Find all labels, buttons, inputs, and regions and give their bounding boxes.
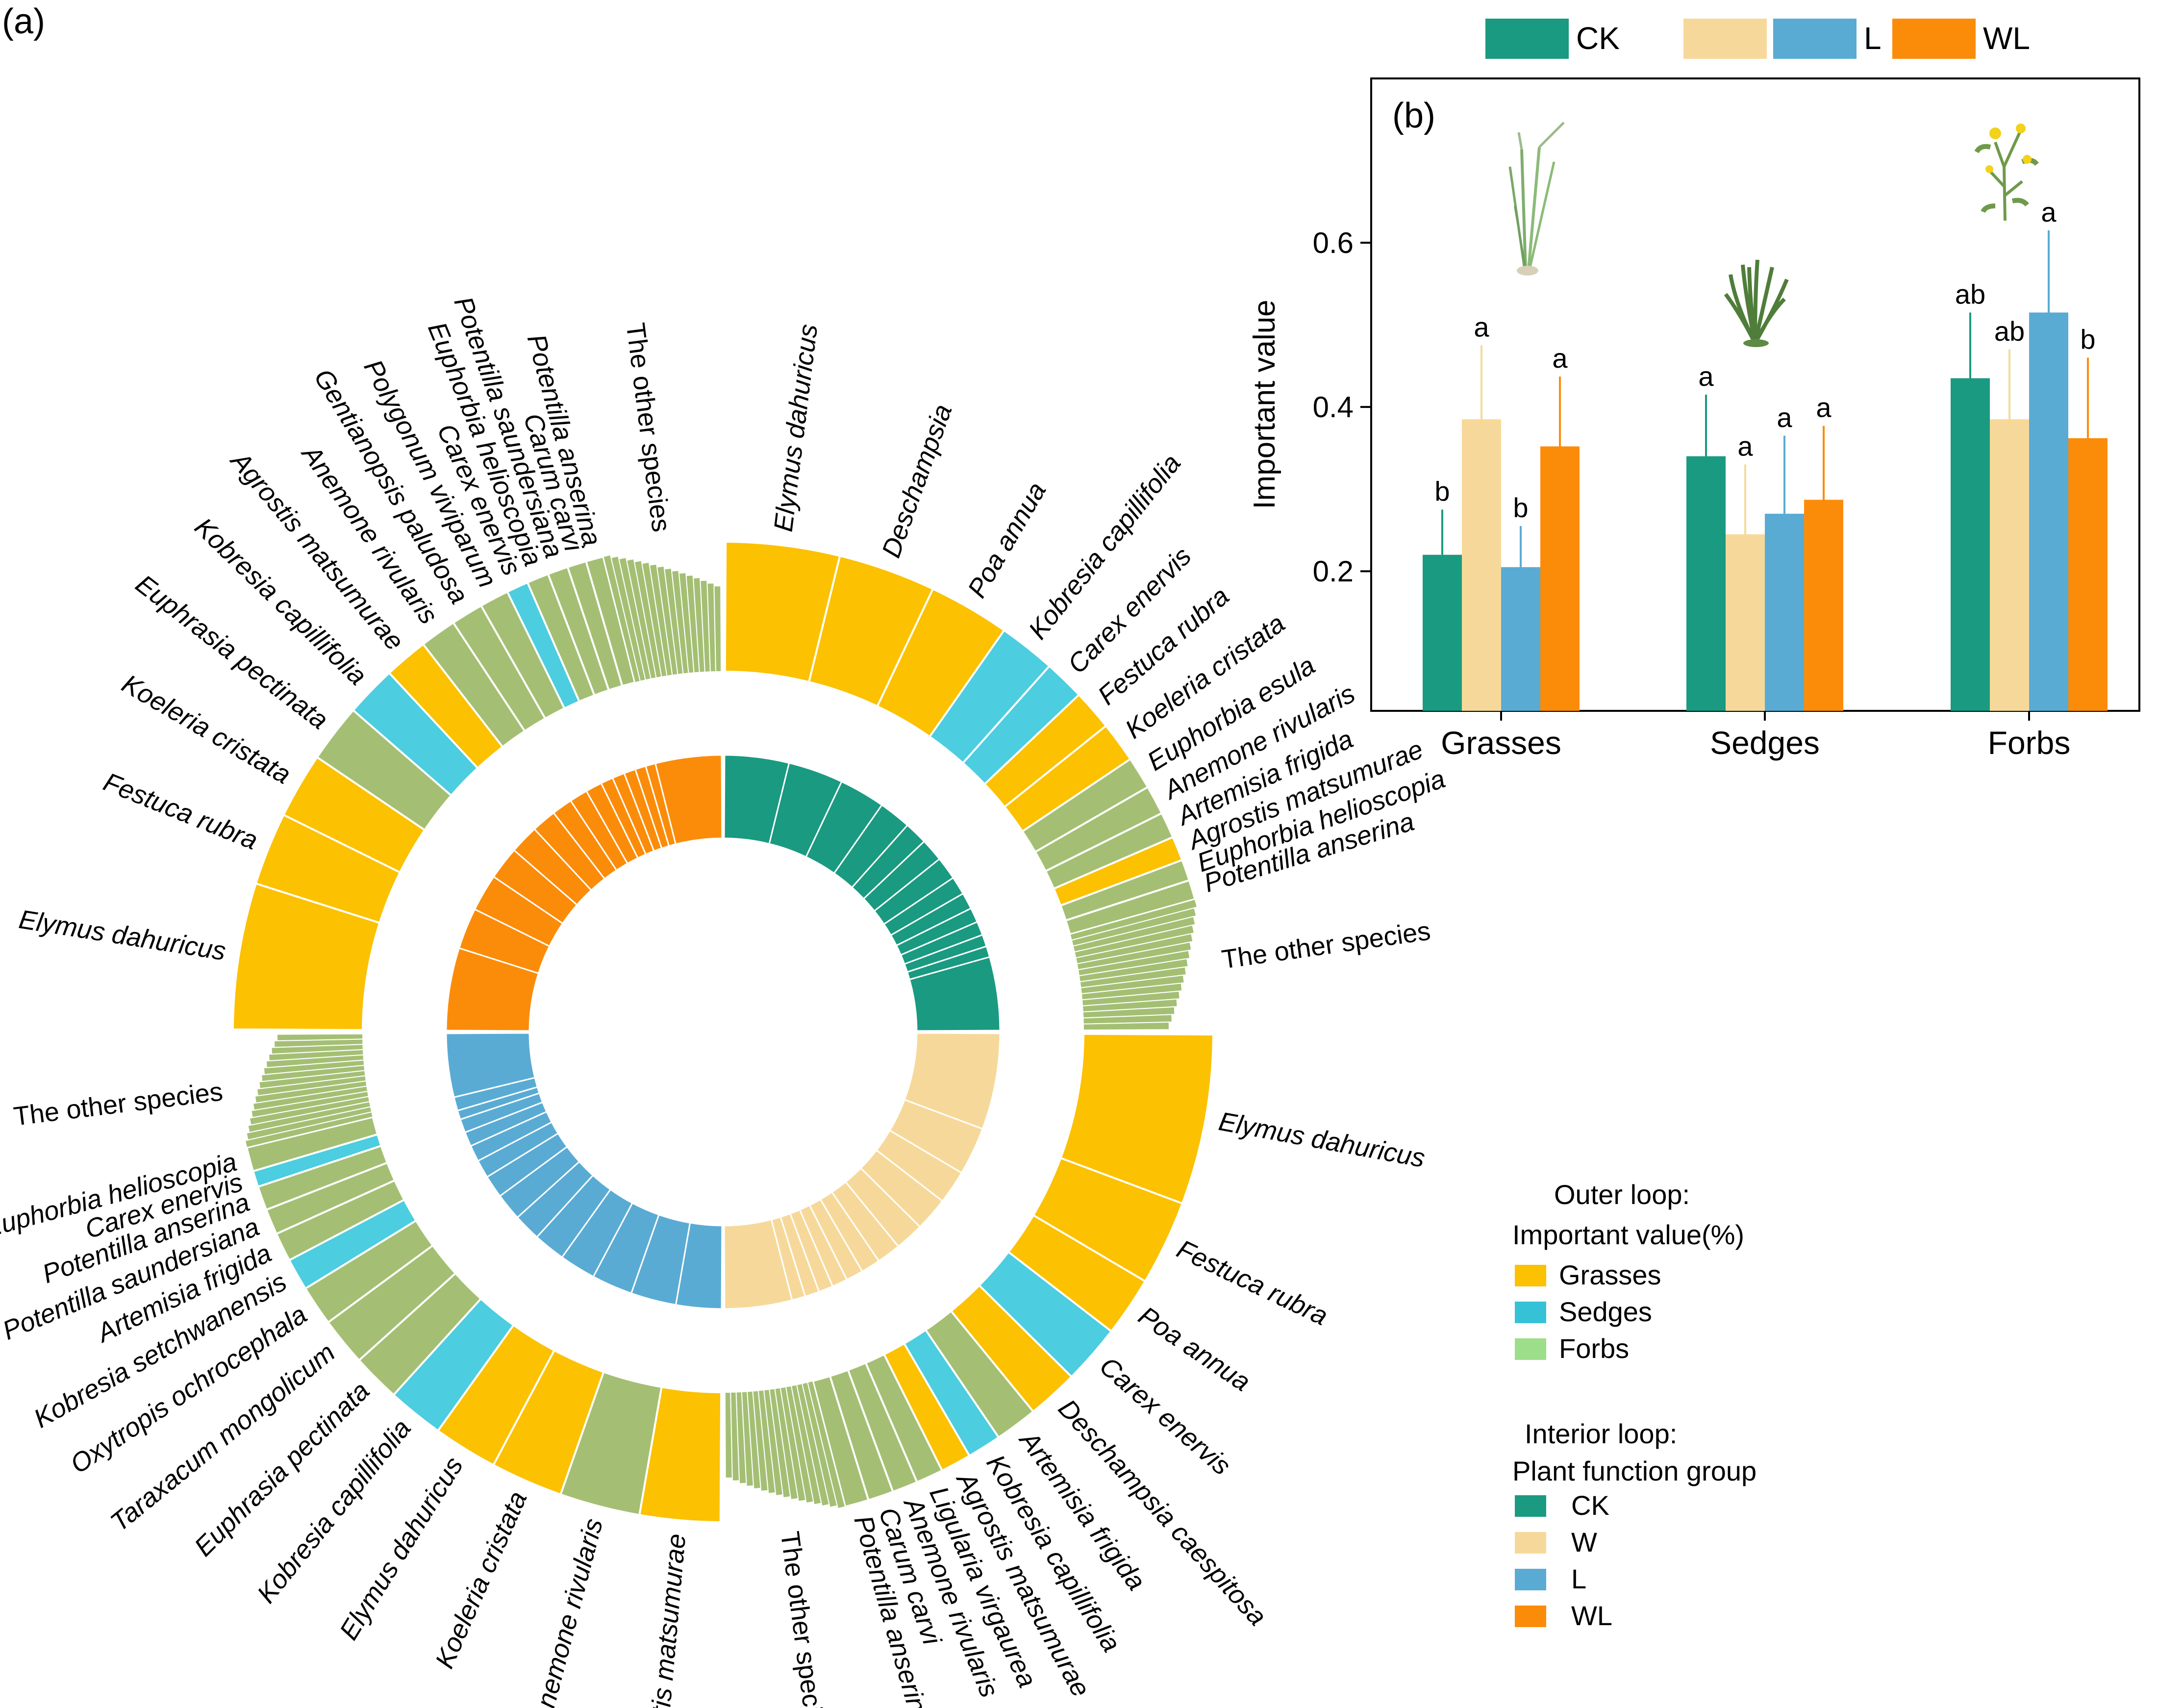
outer-slice-other [276, 1033, 364, 1042]
significance-letter: a [2041, 197, 2057, 227]
outer-slice-other [724, 1391, 733, 1479]
significance-letter: a [1698, 361, 1714, 392]
species-label: Deschampsia [877, 401, 958, 561]
inner-legend-label: WL [1571, 1600, 1612, 1631]
significance-letter: ab [1994, 316, 2025, 347]
top-legend-swatch-w [1683, 19, 1767, 59]
significance-letter: ab [1955, 278, 1985, 309]
bar-wl [2068, 438, 2108, 711]
y-tick-label: 0.6 [1313, 226, 1354, 259]
panel-a-label: (a) [2, 2, 45, 41]
grass-plant-icon [1508, 122, 1565, 276]
inner-legend-items: CK WL WL [1515, 1490, 1612, 1631]
category-label: Sedges [1710, 725, 1820, 761]
significance-letter: b [1434, 476, 1450, 507]
y-axis-title: Important value [1248, 300, 1281, 509]
significance-letter: a [1777, 402, 1792, 433]
top-legend-swatch-l [1773, 19, 1857, 59]
species-label: Elymus dahuricus [1216, 1106, 1427, 1173]
sedge-tuft-icon [1724, 259, 1789, 347]
outer-slice-other [713, 585, 722, 673]
bar-w [1726, 534, 1765, 711]
species-label: The other species [621, 321, 677, 533]
top-legend-swatch-wl [1892, 19, 1976, 59]
panel-b-label: (b) [1392, 96, 1435, 135]
bar-ck [1423, 554, 1462, 711]
donut-chart: Elymus dahuricus Deschampsia Poa annuaKobr… [0, 293, 1449, 1708]
top-legend-label-ck: CK [1576, 21, 1620, 56]
species-label: The other species [1220, 916, 1432, 975]
bar-l [1501, 567, 1540, 711]
inner-legend-title-2: Plant function group [1512, 1456, 1757, 1486]
species-label: Agrostis matsumurae [640, 1532, 691, 1708]
species-label: Festuca rubra [100, 767, 262, 855]
outer-legend-swatch [1515, 1265, 1546, 1286]
significance-letter: b [2080, 324, 2095, 355]
significance-letter: a [1737, 430, 1753, 461]
species-label: Poa annua [962, 477, 1052, 603]
inner-legend-swatch [1515, 1532, 1546, 1554]
species-label: Koeleria cristata [429, 1487, 532, 1673]
forb-flower-icon [1974, 124, 2039, 221]
bar-wl [1540, 446, 1580, 711]
bar-ck [1686, 456, 1726, 711]
species-label: Anemone rivularis [527, 1515, 609, 1708]
species-label: The other species [775, 1530, 831, 1708]
inner-slice-ck [908, 956, 1001, 1032]
inner-legend-swatch [1515, 1495, 1546, 1517]
bar-wl [1804, 500, 1843, 711]
inner-slice-w [723, 1218, 793, 1310]
inner-legend-title-1: Interior loop: [1525, 1418, 1677, 1449]
inner-legend-swatch [1515, 1569, 1546, 1590]
outer-legend-label: Forbs [1559, 1333, 1629, 1364]
bar-marks: 0.2 0.4 0.6 Important value Grasses Sedges For… [1248, 197, 2108, 761]
significance-letter: a [1552, 343, 1568, 374]
species-label: The other species [12, 1077, 224, 1131]
outer-legend-items: Grasses Sedges Forbs [1515, 1259, 1661, 1364]
outer-legend-title-2: Important value(%) [1512, 1219, 1744, 1250]
inner-legend-swatch [1515, 1606, 1546, 1627]
species-label: Elymus dahuricus [769, 323, 824, 533]
bar-ck [1951, 378, 1990, 711]
inner-legend-label: L [1571, 1563, 1586, 1594]
top-legend-label-wl: WL [1983, 21, 2030, 56]
outer-legend-label: Sedges [1559, 1296, 1652, 1327]
y-tick-label: 0.4 [1313, 391, 1354, 424]
significance-letter: a [1816, 392, 1832, 423]
inner-slice-l [445, 1032, 536, 1099]
bar-chart: (b) 0.2 0.4 0.6 Important value Grasses Sedge… [1248, 77, 2140, 761]
top-legend-swatch-ck [1485, 19, 1569, 59]
bar-w [1990, 419, 2029, 711]
inner-legend-label: CK [1571, 1490, 1609, 1521]
significance-letter: b [1513, 492, 1528, 523]
outer-legend-title-1: Outer loop: [1554, 1179, 1690, 1210]
bar-w [1462, 419, 1501, 711]
y-tick-label: 0.2 [1313, 555, 1354, 588]
significance-letter: a [1474, 311, 1489, 342]
outer-legend-label: Grasses [1559, 1259, 1661, 1290]
category-label: Grasses [1441, 725, 1561, 761]
inner-slice-wl [654, 754, 723, 845]
category-label: Forbs [1988, 725, 2071, 761]
bar-l [2029, 312, 2068, 711]
bar-l [1765, 513, 1804, 711]
species-label: Festuca rubra [1172, 1234, 1332, 1331]
outer-legend-swatch [1515, 1302, 1546, 1323]
species-label: Elymus dahuricus [17, 904, 227, 966]
species-label: Poa annua [1133, 1301, 1255, 1397]
outer-slice-other [1082, 1021, 1170, 1031]
right-legend: Outer loop: Important value(%) Grasses Se… [1512, 1179, 1757, 1631]
outer-legend-swatch [1515, 1338, 1546, 1360]
top-legend-label-l: L [1864, 21, 1882, 56]
inner-legend-label: W [1571, 1527, 1597, 1557]
